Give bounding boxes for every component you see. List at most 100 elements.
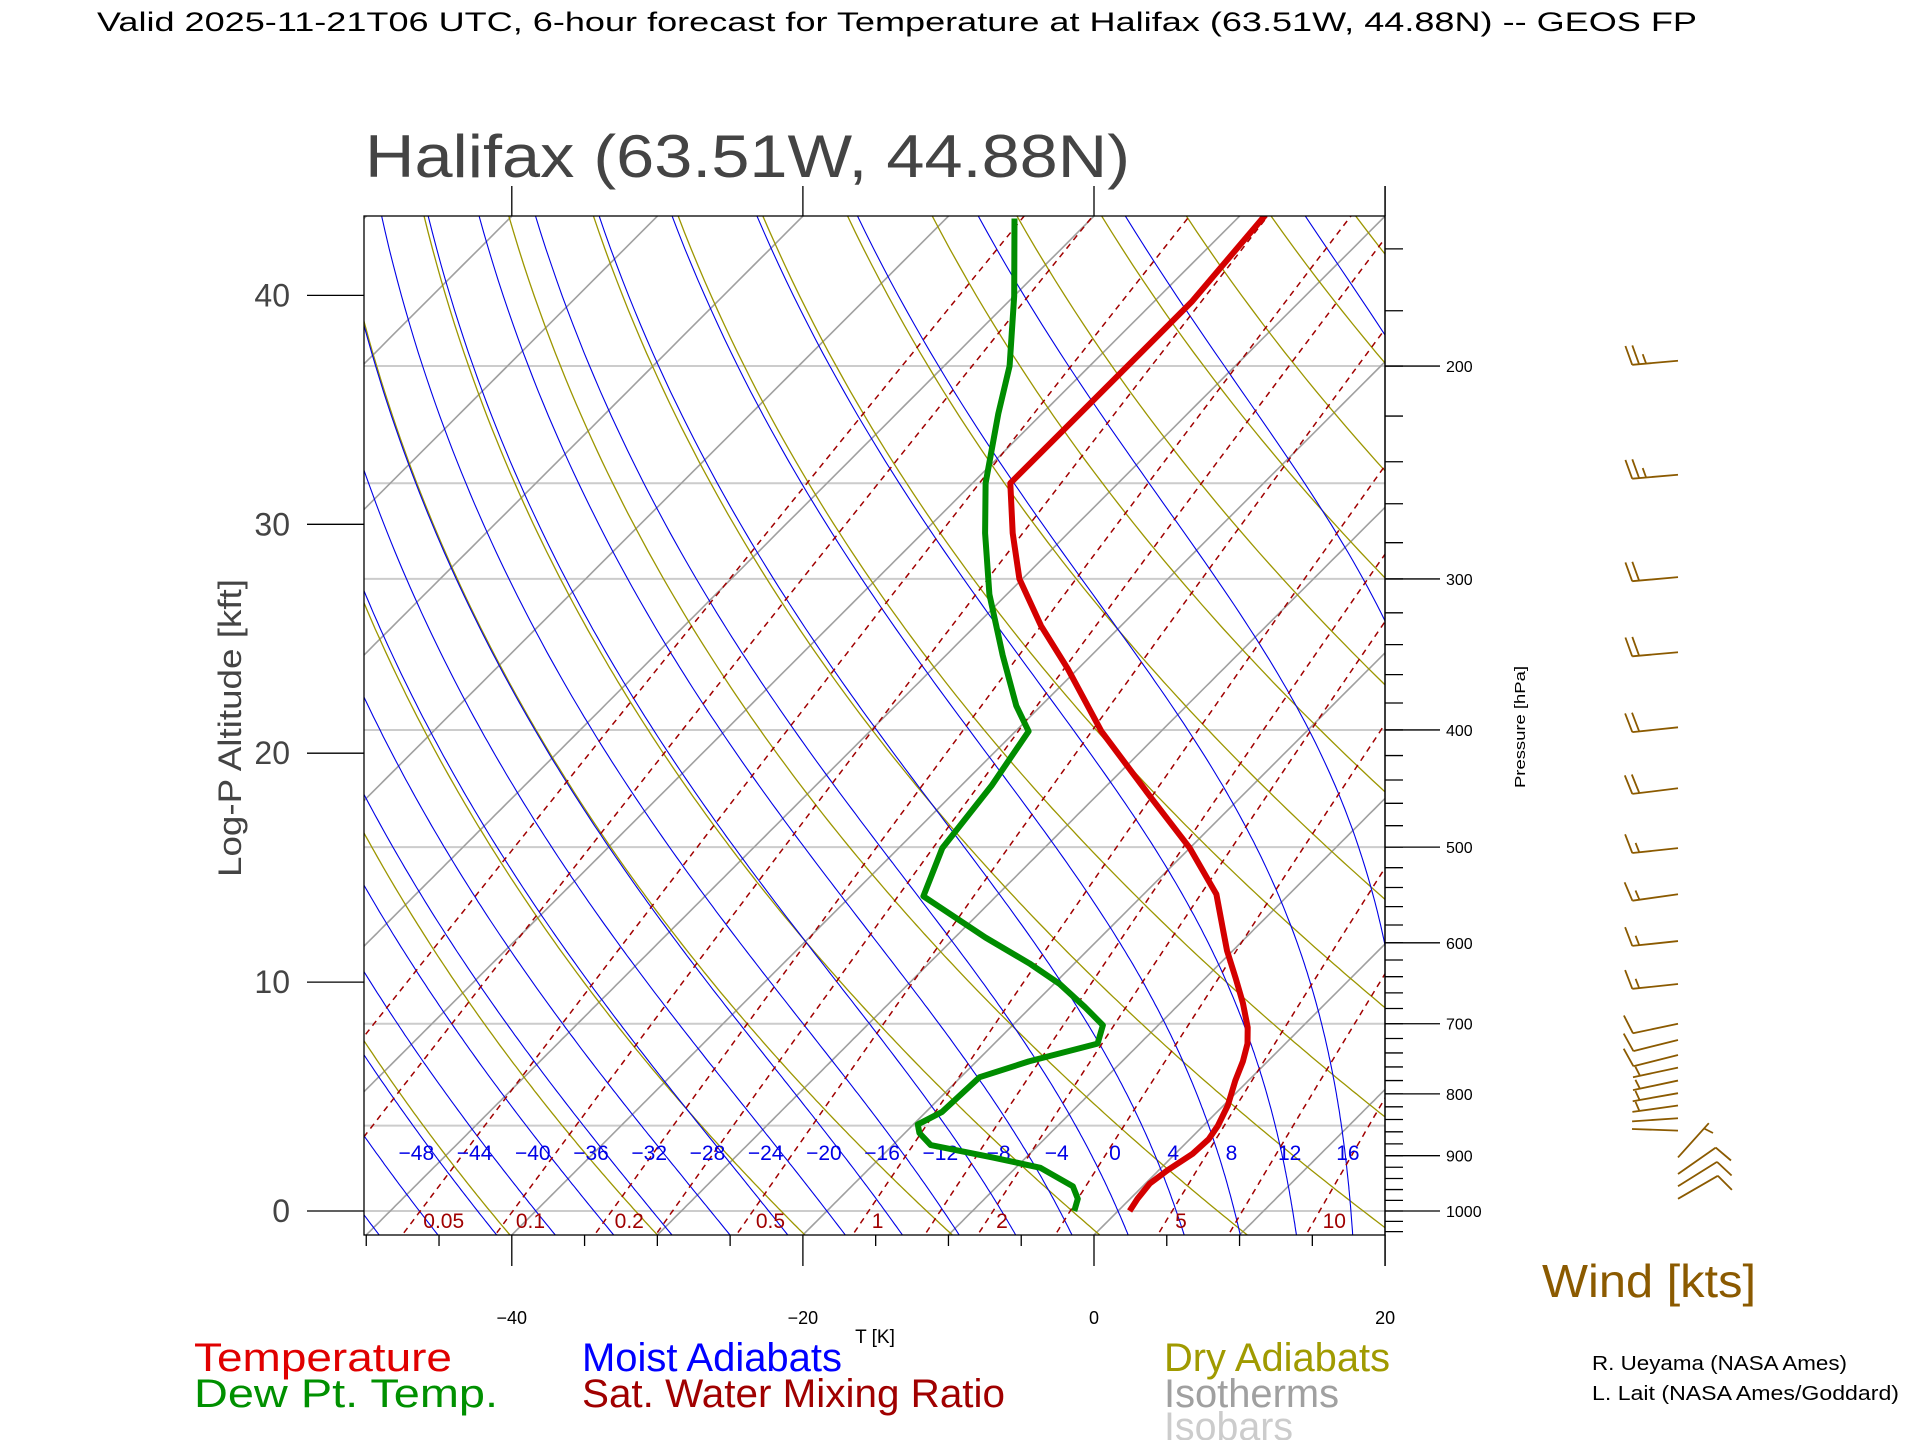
wind-barb (1677, 1122, 1714, 1159)
altitude-tick-label: 10 (254, 964, 290, 1000)
legend-isobars: Isobars (1164, 1405, 1293, 1440)
wind-barb (1677, 1161, 1733, 1188)
dry-adiabat-line (1494, 179, 1920, 1242)
pressure-tick-label: 1000 (1446, 1204, 1482, 1221)
dry-adiabat-line (1016, 216, 1385, 686)
isotherm-line (1092, 942, 1385, 1235)
dry-adiabat-line (1411, 179, 1920, 1242)
moist-adiabat-label: −40 (515, 1142, 551, 1165)
mixing-ratio-line (1227, 972, 1385, 1235)
dry-adiabat-line (364, 318, 954, 1235)
mixing-ratio-line (1305, 1096, 1385, 1235)
mixing-ratio-line (1054, 722, 1385, 1235)
wind-barb (1624, 636, 1679, 658)
moist-adiabat-line (364, 1213, 380, 1235)
moist-adiabat-line (534, 216, 1129, 1235)
background-lines (0, 179, 1920, 1242)
mixing-ratio-line (364, 216, 1026, 1038)
mixing-ratio-label: 0.1 (516, 1210, 545, 1233)
isotherm-line (365, 216, 1385, 1235)
wind-barb (1624, 969, 1679, 990)
dry-adiabat-line (931, 216, 1385, 793)
moist-adiabat-line (364, 970, 557, 1235)
wind-barb (1624, 345, 1679, 366)
legend-dewpoint: Dew Pt. Temp. (194, 1372, 498, 1416)
wind-barb (1624, 561, 1679, 583)
moist-adiabat-label: 12 (1278, 1142, 1301, 1165)
dry-adiabat-line (1577, 179, 1920, 1242)
dry-adiabat-line (0, 179, 220, 1242)
moist-adiabat-line (364, 323, 904, 1235)
pressure-tick-label: 600 (1446, 936, 1473, 953)
moist-adiabat-label: 8 (1226, 1142, 1238, 1165)
axes: −40 −20 0 200102030401000900800700600500400… (254, 186, 1482, 1328)
moist-adiabat-label: −36 (573, 1142, 609, 1165)
moist-adiabat-line (0, 179, 207, 1242)
dry-adiabat-line (1270, 216, 1385, 364)
x-tick-label: −40 (497, 1308, 528, 1328)
moist-adiabat-line (364, 1134, 439, 1235)
moist-adiabat-line (364, 1053, 498, 1235)
wind-barb (1623, 774, 1679, 795)
moist-adiabat-line (0, 179, 325, 1242)
moist-adiabat-line (364, 884, 615, 1235)
dry-adiabat-line (364, 831, 659, 1235)
wind-barb (1622, 1048, 1679, 1068)
isotherm-line (364, 216, 805, 657)
moist-adiabat-label: −4 (1045, 1142, 1069, 1165)
mixing-ratio-label: 2 (996, 1210, 1008, 1233)
wind-barb (1632, 1090, 1679, 1103)
wind-barb (1677, 1175, 1733, 1200)
right-axis-label: Pressure [hPa] (1512, 666, 1529, 788)
line-labels: −48 −44 −40 −36 −32 −28 −24 −20 −16 −12 −8 −4 0 4 8 12 1… (399, 1142, 1360, 1233)
dry-adiabat-line (1909, 179, 1920, 1242)
mixing-ratio-line (735, 327, 1385, 1235)
moist-adiabat-label: −44 (457, 1142, 493, 1165)
pressure-tick-label: 400 (1446, 723, 1473, 740)
wind-label: Wind [kts] (1542, 1255, 1756, 1307)
dry-adiabat-line (1826, 179, 1920, 1242)
dry-adiabat-line (1354, 216, 1385, 256)
dry-adiabat-line (592, 216, 1385, 1229)
mixing-ratio-line (654, 237, 1385, 1235)
isotherm-line (510, 360, 1385, 1235)
mixing-ratio-line (364, 216, 1094, 1138)
legend-mixing-ratio: Sat. Water Mixing Ratio (582, 1372, 1005, 1416)
wind-barb (1624, 712, 1679, 733)
dewpoint-line (914, 218, 1106, 1212)
dry-adiabat-line (762, 216, 1385, 1009)
dry-adiabat-line (0, 179, 72, 1242)
moist-adiabat-line (364, 695, 731, 1235)
wind-barb (1632, 1079, 1679, 1091)
moist-adiabat-line (364, 468, 846, 1235)
moist-adiabat-line (756, 216, 1298, 1235)
credit-line-2: L. Lait (NASA Ames/Goddard) (1592, 1383, 1899, 1405)
wind-barbs (1622, 345, 1733, 1200)
x-tick-label: −20 (788, 1308, 819, 1328)
moist-adiabat-label: −48 (399, 1142, 435, 1165)
dry-adiabat-line (1100, 216, 1385, 579)
moist-adiabat-label: −24 (748, 1142, 784, 1165)
wind-barb (1623, 881, 1679, 902)
moist-adiabat-line (478, 216, 1073, 1235)
mixing-ratio-label: 0.05 (423, 1210, 464, 1233)
x-tick-label: 20 (1375, 1308, 1395, 1328)
dry-adiabat-line (677, 216, 1385, 1118)
altitude-tick-label: 40 (254, 277, 290, 313)
wind-barb (1632, 1101, 1679, 1113)
mixing-ratio-label: 0.2 (615, 1210, 644, 1233)
isotherm-line (1383, 1233, 1385, 1235)
moist-adiabat-line (1124, 216, 1385, 623)
dry-adiabat-line (846, 216, 1385, 901)
mixing-ratio-label: 10 (1323, 1210, 1346, 1233)
mixing-ratio-line (401, 216, 1191, 1235)
moist-adiabat-label: −28 (690, 1142, 726, 1165)
moist-adiabat-label: −16 (864, 1142, 900, 1165)
moist-adiabat-line (671, 216, 1241, 1235)
mixing-ratio-line (593, 216, 1352, 1235)
dry-adiabat-line (508, 216, 1249, 1235)
legend-moist-adiabats: Moist Adiabats (582, 1336, 842, 1380)
mixing-ratio-label: 0.5 (756, 1210, 785, 1233)
wind-barb (1631, 1128, 1679, 1132)
